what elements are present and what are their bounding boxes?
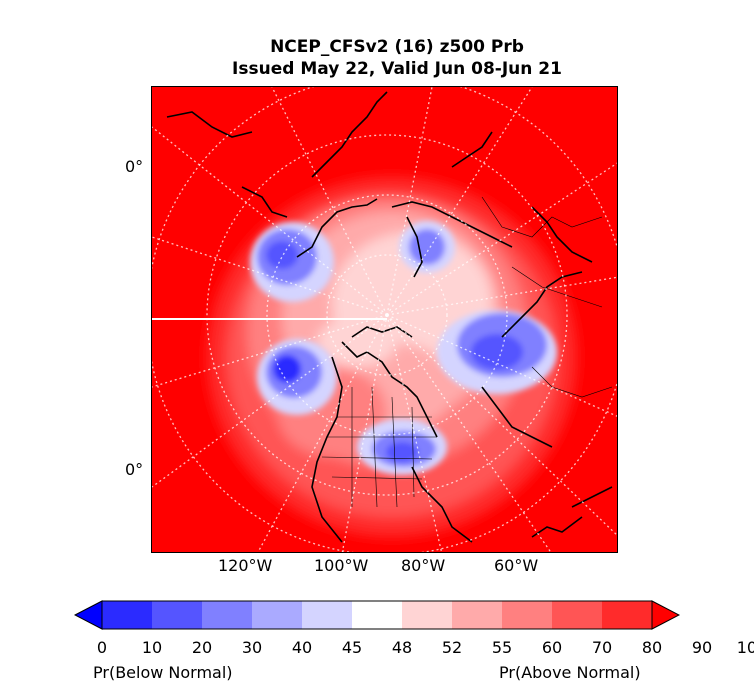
colorbar-cell [152, 601, 203, 629]
polar-map [151, 86, 618, 553]
colorbar-outline [101, 600, 653, 630]
colorbar-cell [452, 601, 503, 629]
colorbar-tick-label: 40 [291, 638, 313, 657]
colorbar-tick-label: 48 [391, 638, 413, 657]
colorbar-tick-label: 80 [641, 638, 663, 657]
colorbar-tick-label: 52 [441, 638, 463, 657]
colorbar-cell [252, 601, 303, 629]
colorbar-cell [552, 601, 603, 629]
lon-label-60w: 60°W [494, 556, 539, 575]
colorbar-left-label: Pr(Below Normal) [93, 663, 233, 682]
lon-label-80w: 80°W [401, 556, 446, 575]
colorbar-cell [502, 601, 553, 629]
colorbar-tick-label: 10 [141, 638, 163, 657]
colorbar-tick-label: 100 [736, 638, 754, 657]
colorbar-cell [102, 601, 153, 629]
colorbar-tick-label: 60 [541, 638, 563, 657]
lat-label-top: 0° [125, 157, 144, 176]
colorbar-cell [602, 601, 653, 629]
colorbar-arrow-above [651, 600, 680, 630]
colorbar-tick-label: 45 [341, 638, 363, 657]
map-canvas [152, 87, 617, 552]
colorbar-cell [352, 601, 403, 629]
colorbar-tick-label: 20 [191, 638, 213, 657]
borders [321, 196, 613, 508]
colorbar [74, 600, 680, 630]
lon-label-100w: 100°W [314, 556, 369, 575]
colorbar-arrow-below [74, 600, 103, 630]
lon-label-120w: 120°W [218, 556, 273, 575]
colorbar-cell [302, 601, 353, 629]
colorbar-tick-label: 90 [691, 638, 713, 657]
colorbar-tick-label: 55 [491, 638, 513, 657]
colorbar-tick-label: 30 [241, 638, 263, 657]
chart-title: NCEP_CFSv2 (16) z500 Prb [270, 37, 524, 57]
colorbar-tick-label: 70 [591, 638, 613, 657]
colorbar-cell [202, 601, 253, 629]
coastlines [166, 91, 613, 543]
lat-label-bottom: 0° [125, 460, 144, 479]
graticule [152, 87, 617, 552]
chart-subtitle: Issued May 22, Valid Jun 08-Jun 21 [232, 59, 562, 79]
colorbar-tick-label: 0 [96, 638, 108, 657]
colorbar-right-label: Pr(Above Normal) [499, 663, 641, 682]
colorbar-cell [402, 601, 453, 629]
